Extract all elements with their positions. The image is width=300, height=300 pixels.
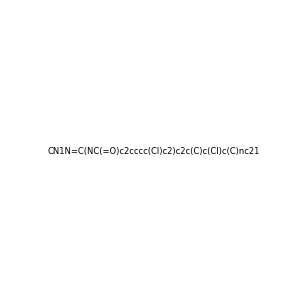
Text: CN1N=C(NC(=O)c2cccc(Cl)c2)c2c(C)c(Cl)c(C)nc21: CN1N=C(NC(=O)c2cccc(Cl)c2)c2c(C)c(Cl)c(C… bbox=[48, 147, 260, 156]
